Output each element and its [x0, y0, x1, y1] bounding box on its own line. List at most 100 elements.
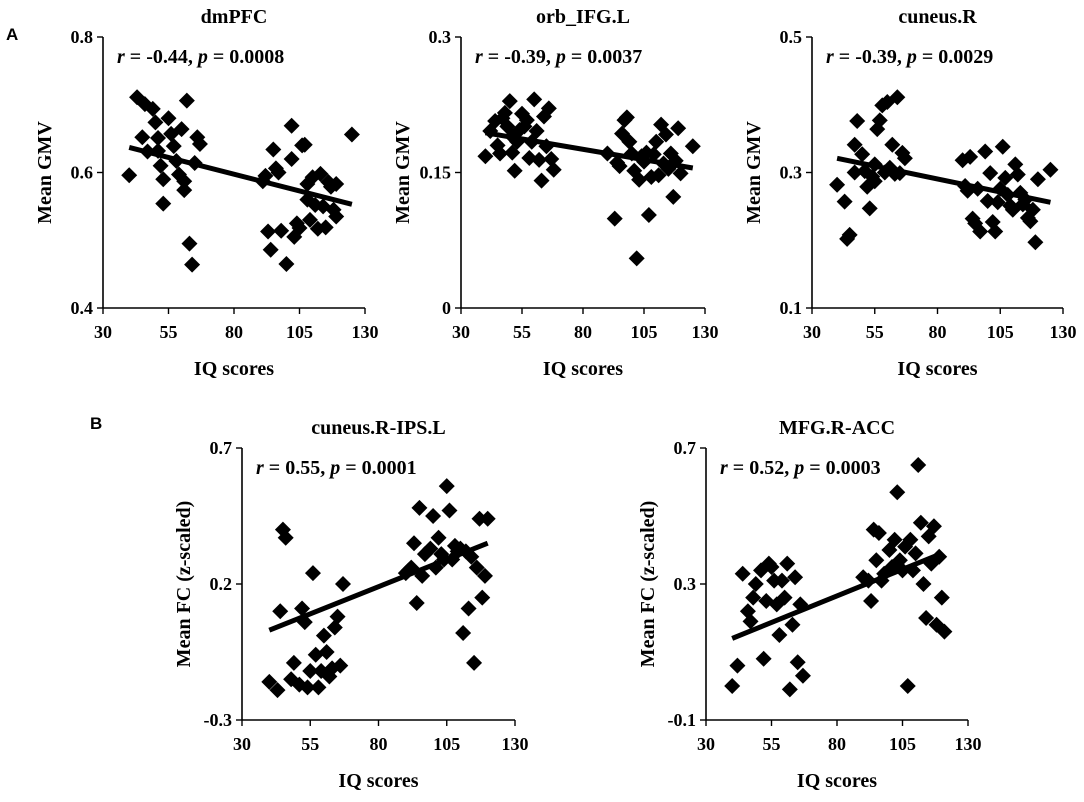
data-point	[540, 100, 557, 117]
data-point	[468, 559, 485, 576]
data-point	[997, 169, 1014, 186]
data-point	[134, 129, 151, 146]
data-point	[332, 657, 349, 674]
data-point	[889, 484, 906, 501]
stat-symbol: r	[826, 46, 834, 68]
data-point	[299, 679, 316, 696]
data-point	[455, 624, 472, 641]
x-tick-label: 80	[225, 322, 243, 342]
y-tick-label: 0.15	[420, 163, 452, 183]
data-point	[273, 222, 290, 239]
stat-symbol: r	[720, 457, 728, 479]
data-point	[328, 208, 345, 225]
x-tick-label: 55	[763, 734, 781, 754]
data-point	[328, 176, 345, 193]
data-point	[526, 91, 543, 108]
data-point	[1029, 171, 1046, 188]
stats-annotation: r = -0.39, p = 0.0037	[475, 46, 642, 68]
data-point	[836, 193, 853, 210]
data-point	[173, 121, 190, 138]
data-point	[307, 646, 324, 663]
stat-value: = 0.0008	[208, 46, 284, 68]
data-point	[425, 508, 442, 524]
y-axis-label: Mean FC (z-scaled)	[173, 501, 195, 668]
data-point	[165, 138, 182, 155]
data-point	[296, 136, 313, 153]
data-point	[476, 567, 493, 584]
data-point	[463, 548, 480, 565]
stat-value: = 0.0037	[566, 46, 642, 68]
stat-value: = -0.39,	[483, 46, 556, 68]
data-point	[538, 138, 555, 155]
regression-line	[128, 145, 353, 207]
data-point	[829, 176, 846, 193]
x-tick-label: 30	[803, 322, 821, 342]
data-point	[168, 152, 185, 169]
data-point	[543, 150, 560, 167]
data-point	[1022, 213, 1039, 230]
data-point	[545, 161, 562, 178]
data-point	[724, 678, 741, 694]
x-tick-label: 105	[433, 734, 460, 754]
stats-annotation: r = -0.39, p = 0.0029	[826, 46, 993, 68]
data-point	[343, 126, 360, 143]
y-axis-label: Mean FC (z-scaled)	[637, 501, 659, 668]
x-tick-label: 80	[828, 734, 846, 754]
data-point	[191, 136, 208, 153]
data-point	[904, 562, 921, 579]
data-point	[260, 223, 277, 240]
data-point	[152, 157, 169, 174]
data-point	[650, 167, 667, 184]
x-tick-label: 130	[1050, 322, 1077, 342]
data-point	[427, 559, 444, 576]
y-tick-label: -0.3	[204, 710, 233, 730]
data-point	[849, 113, 866, 130]
data-point	[931, 548, 948, 565]
stat-value: = 0.52,	[728, 457, 794, 479]
y-tick-label: 0.7	[674, 438, 697, 458]
data-point	[866, 173, 883, 190]
data-point	[640, 206, 657, 223]
x-tick-label: 130	[955, 734, 982, 754]
stat-value: = -0.44,	[125, 46, 198, 68]
y-tick-label: 0	[442, 298, 451, 318]
data-point	[278, 255, 295, 272]
data-point	[139, 143, 156, 160]
data-point	[784, 616, 801, 633]
panel-label-a: A	[6, 25, 18, 44]
data-point	[779, 555, 796, 572]
data-point	[471, 510, 488, 527]
data-point	[422, 540, 439, 557]
data-point	[631, 171, 648, 188]
data-point	[979, 192, 996, 209]
data-point	[763, 559, 780, 575]
data-point	[789, 654, 806, 671]
data-point	[155, 171, 172, 188]
data-point	[147, 114, 164, 131]
data-point	[894, 562, 911, 579]
data-point	[181, 235, 198, 252]
data-point	[969, 180, 986, 197]
data-point	[315, 627, 332, 644]
data-point	[408, 595, 425, 612]
data-point	[854, 146, 871, 163]
data-point	[301, 211, 318, 228]
stat-value: = 0.0003	[804, 457, 880, 479]
data-point	[335, 576, 352, 592]
y-tick-label: 0.7	[210, 438, 233, 458]
data-point	[794, 667, 811, 684]
data-point	[910, 457, 927, 473]
stat-symbol: p	[196, 46, 208, 68]
data-point	[460, 600, 477, 617]
data-point	[501, 93, 518, 110]
data-point	[441, 502, 458, 519]
data-point	[160, 110, 177, 127]
x-tick-label: 30	[452, 322, 470, 342]
data-point	[989, 194, 1006, 211]
y-axis-label: Mean GMV	[34, 121, 56, 224]
data-point	[899, 678, 916, 694]
data-point	[533, 172, 550, 189]
data-point	[684, 138, 701, 155]
data-point	[430, 529, 447, 546]
data-point	[771, 627, 788, 643]
